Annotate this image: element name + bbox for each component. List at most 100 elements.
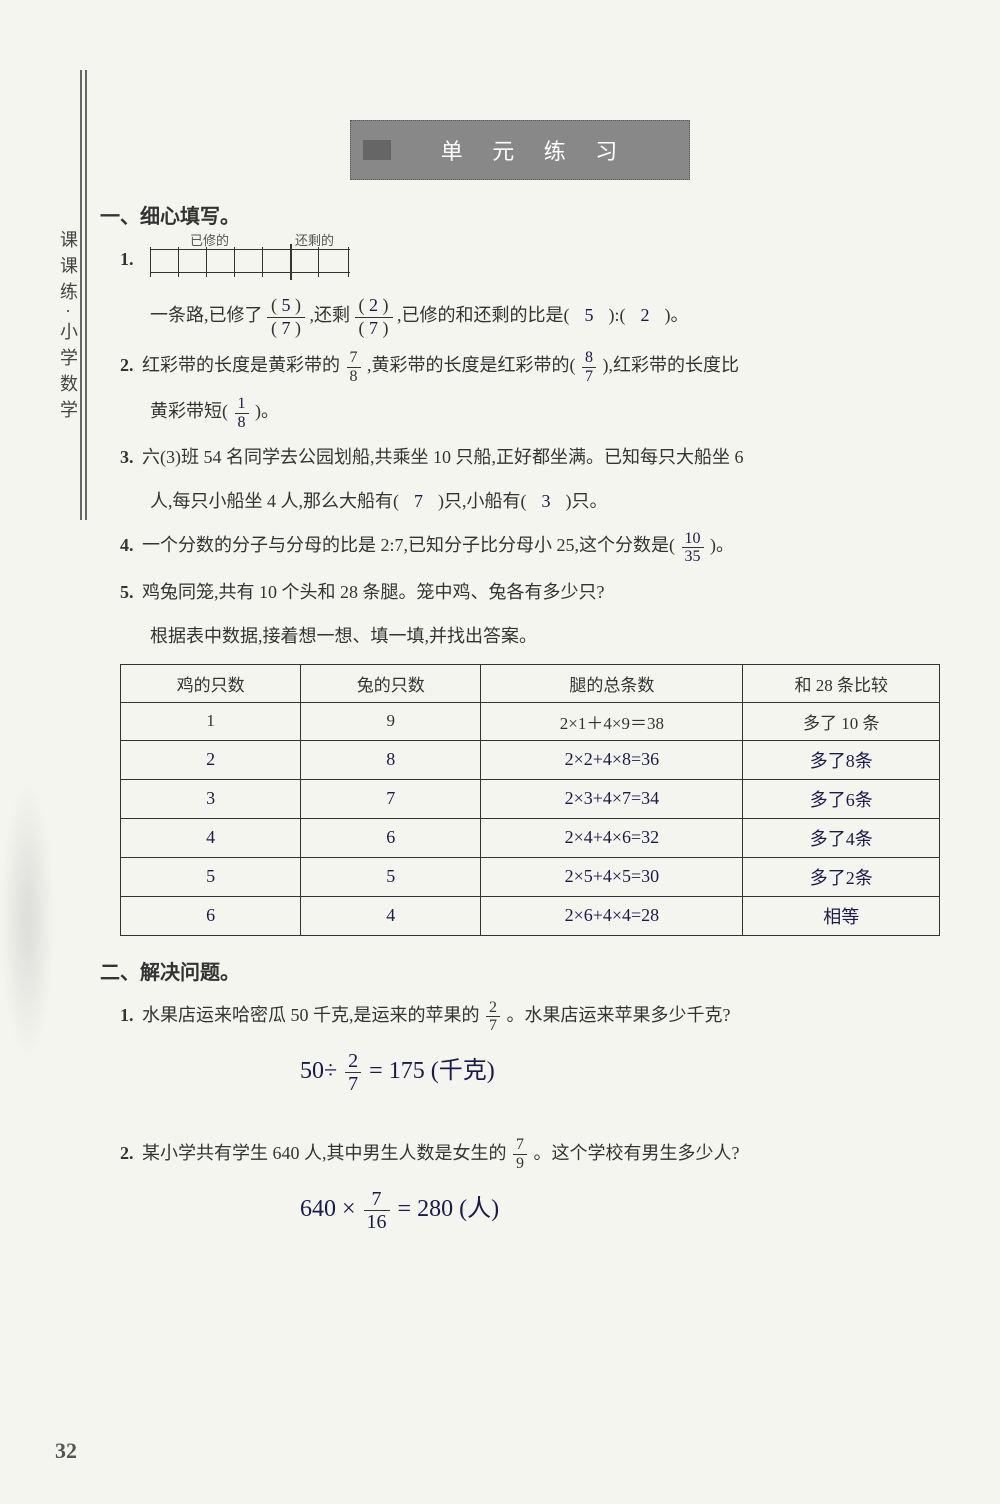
table-cell: 3 (121, 779, 301, 818)
diagram-label-1: 已修的 (190, 228, 229, 254)
answer: 7 (404, 483, 434, 519)
problem-num: 3. (120, 447, 134, 467)
fraction: 2 7 (486, 999, 500, 1035)
blank-fraction: ( 2 ) ( 7 ) (355, 295, 393, 339)
handwritten-answer-1: 50÷ 27 = 175 (千克) (300, 1050, 940, 1095)
problem-num: 1. (120, 249, 134, 269)
fraction: 7 8 (347, 349, 361, 385)
table-cell: 2×1＋4×9＝38 (481, 702, 743, 740)
text: ),红彩带的长度比 (603, 355, 740, 375)
problem-5-cont: 根据表中数据,接着想一想、填一填,并找出答案。 (120, 618, 940, 654)
table-cell: 5 (121, 857, 301, 896)
text: 。这个学校有男生多少人? (534, 1143, 740, 1163)
table-cell: 多了6条 (743, 779, 940, 818)
table-cell: 2×6+4×4=28 (481, 896, 743, 935)
fraction: 7 9 (513, 1136, 527, 1172)
table-cell: 2×2+4×8=36 (481, 740, 743, 779)
problem-num: 2. (120, 1143, 134, 1163)
table-cell: 5 (301, 857, 481, 896)
table-row: 462×4+4×6=32多了4条 (121, 818, 940, 857)
text: 鸡兔同笼,共有 10 个头和 28 条腿。笼中鸡、兔各有多少只? (142, 582, 605, 602)
section-2-content: 1. 水果店运来哈密瓜 50 千克,是运来的苹果的 2 7 。水果店运来苹果多少… (100, 997, 940, 1233)
problem-2-cont: 黄彩带短( 1 8 )。 (120, 393, 940, 431)
th: 鸡的只数 (121, 664, 301, 702)
text: )。 (710, 535, 734, 555)
problem-4: 4. 一个分数的分子与分母的比是 2:7,已知分子比分母小 25,这个分数是( … (120, 527, 940, 566)
table-cell: 2×5+4×5=30 (481, 857, 743, 896)
problem-1-text: 一条路,已修了 ( 5 ) ( 7 ) ,还剩 ( 2 ) ( 7 ) ,已修的… (120, 295, 940, 339)
word-problem-2: 2. 某小学共有学生 640 人,其中男生人数是女生的 7 9 。这个学校有男生… (120, 1135, 940, 1173)
table-cell: 4 (301, 896, 481, 935)
section-1-title: 一、细心填写。 (100, 200, 940, 229)
table-cell: 2 (121, 740, 301, 779)
table-cell: 多了2条 (743, 857, 940, 896)
unit-banner: 单 元 练 习 (350, 120, 690, 180)
text: 黄彩带短( (150, 401, 228, 421)
text: )只。 (566, 491, 608, 511)
problem-num: 5. (120, 582, 134, 602)
problem-3: 3. 六(3)班 54 名同学去公园划船,共乘坐 10 只船,正好都坐满。已知每… (120, 439, 940, 475)
table-cell: 2×4+4×6=32 (481, 818, 743, 857)
text: 一条路,已修了 (150, 305, 263, 325)
table-header-row: 鸡的只数 兔的只数 腿的总条数 和 28 条比较 (121, 664, 940, 702)
text: )只,小船有( (438, 491, 527, 511)
chicken-rabbit-table: 鸡的只数 兔的只数 腿的总条数 和 28 条比较 192×1＋4×9＝38多了 … (120, 664, 940, 936)
th: 和 28 条比较 (743, 664, 940, 702)
text: ,还剩 (310, 305, 351, 325)
blank-fraction: ( 5 ) ( 7 ) (267, 295, 305, 339)
table-cell: 多了4条 (743, 818, 940, 857)
text: 一个分数的分子与分母的比是 2:7,已知分子比分母小 25,这个分数是( (142, 535, 675, 555)
page-content: 单 元 练 习 一、细心填写。 1. 已修的 还剩的 一条路,已修了 (0, 0, 1000, 1303)
answer: 2 (630, 297, 660, 333)
banner-text: 单 元 练 习 (411, 134, 630, 166)
table-cell: 1 (121, 702, 301, 740)
page-number: 32 (55, 1438, 77, 1464)
problem-num: 1. (120, 1005, 134, 1025)
answer-fraction: 1 8 (235, 395, 249, 431)
text: ,黄彩带的长度是红彩带的( (367, 355, 576, 375)
th: 兔的只数 (301, 664, 481, 702)
text: ,已修的和还剩的比是( (397, 305, 570, 325)
answer: 5 (574, 297, 604, 333)
problem-1: 1. 已修的 还剩的 (120, 241, 940, 277)
text: 某小学共有学生 640 人,其中男生人数是女生的 (142, 1143, 507, 1163)
problem-num: 2. (120, 355, 134, 375)
text: 。水果店运来苹果多少千克? (507, 1005, 731, 1025)
problem-5: 5. 鸡兔同笼,共有 10 个头和 28 条腿。笼中鸡、兔各有多少只? (120, 574, 940, 610)
text: )。 (255, 401, 279, 421)
problem-num: 4. (120, 535, 134, 555)
answer-fraction: 8 7 (582, 349, 596, 385)
text: 根据表中数据,接着想一想、填一填,并找出答案。 (150, 626, 537, 646)
word-problem-1: 1. 水果店运来哈密瓜 50 千克,是运来的苹果的 2 7 。水果店运来苹果多少… (120, 997, 940, 1035)
handwritten-answer-2: 640 × 716 = 280 (人) (300, 1188, 940, 1233)
text: ):( (609, 305, 626, 325)
text: )。 (665, 305, 689, 325)
table-cell: 7 (301, 779, 481, 818)
problem-3-cont: 人,每只小船坐 4 人,那么大船有( 7 )只,小船有( 3 )只。 (120, 483, 940, 519)
table-cell: 相等 (743, 896, 940, 935)
table-row: 372×3+4×7=34多了6条 (121, 779, 940, 818)
table-row: 192×1＋4×9＝38多了 10 条 (121, 702, 940, 740)
text: 红彩带的长度是黄彩带的 (142, 355, 340, 375)
section-2-title: 二、解决问题。 (100, 956, 940, 985)
table-cell: 8 (301, 740, 481, 779)
table-cell: 9 (301, 702, 481, 740)
text: 人,每只小船坐 4 人,那么大船有( (150, 491, 399, 511)
table-row: 642×6+4×4=28相等 (121, 896, 940, 935)
table-row: 552×5+4×5=30多了2条 (121, 857, 940, 896)
table-cell: 4 (121, 818, 301, 857)
section-1-content: 1. 已修的 还剩的 一条路,已修了 ( 5 ) ( 7 ) (100, 241, 940, 936)
text: 六(3)班 54 名同学去公园划船,共乘坐 10 只船,正好都坐满。已知每只大船… (142, 447, 744, 467)
text: 水果店运来哈密瓜 50 千克,是运来的苹果的 (142, 1005, 480, 1025)
table-cell: 2×3+4×7=34 (481, 779, 743, 818)
answer: 3 (531, 483, 561, 519)
diagram-label-2: 还剩的 (295, 228, 334, 254)
th: 腿的总条数 (481, 664, 743, 702)
table-cell: 6 (121, 896, 301, 935)
problem-2: 2. 红彩带的长度是黄彩带的 7 8 ,黄彩带的长度是红彩带的( 8 7 ),红… (120, 347, 940, 385)
line-diagram: 已修的 还剩的 (150, 249, 350, 273)
table-row: 282×2+4×8=36多了8条 (121, 740, 940, 779)
answer-fraction: 10 35 (682, 530, 704, 566)
table-cell: 多了8条 (743, 740, 940, 779)
table-cell: 多了 10 条 (743, 702, 940, 740)
